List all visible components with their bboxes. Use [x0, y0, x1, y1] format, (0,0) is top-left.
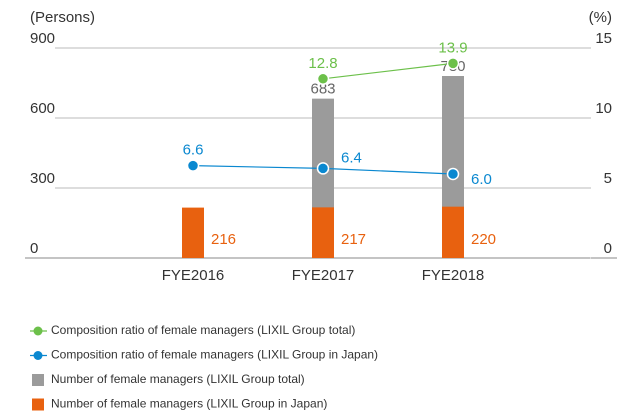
- point-label: 6.6: [183, 142, 204, 159]
- legend-marker: [33, 326, 43, 336]
- y-tick-label: 900: [30, 30, 55, 47]
- y2-tick-label: 15: [595, 30, 612, 47]
- point: [446, 57, 460, 70]
- legend-marker: [32, 398, 44, 411]
- x-tick-label: FYE2018: [422, 267, 485, 284]
- point-label: 6.4: [341, 149, 362, 166]
- legend-label: Number of female managers (LIXIL Group i…: [51, 397, 327, 411]
- point-label: 13.9: [438, 39, 467, 56]
- legend-label: Number of female managers (LIXIL Group t…: [51, 372, 305, 386]
- y2-tick-label: 10: [595, 100, 612, 117]
- line: [322, 62, 454, 80]
- legend-marker: [33, 351, 43, 360]
- y-tick-label: 600: [30, 100, 55, 117]
- legend-marker: [32, 374, 44, 386]
- y-axis-label: (Persons): [30, 9, 95, 26]
- bar: [182, 207, 204, 258]
- point-label: 6.0: [471, 171, 492, 188]
- legend-label: Composition ratio of female managers (LI…: [51, 348, 378, 362]
- point: [186, 159, 200, 172]
- y2-tick-label: 5: [604, 170, 612, 187]
- y2-tick-label: 0: [604, 240, 612, 257]
- bar-label: 216: [211, 231, 236, 248]
- y-tick-label: 300: [30, 170, 55, 187]
- point: [446, 167, 460, 181]
- legend-label: Composition ratio of female managers (LI…: [51, 323, 355, 337]
- y2-axis-label: (%): [589, 9, 612, 26]
- point-label: 12.8: [308, 55, 337, 72]
- point: [316, 72, 330, 86]
- x-tick-label: FYE2017: [292, 267, 355, 284]
- bar-label: 217: [341, 231, 366, 248]
- bar-label: 683: [310, 81, 335, 98]
- bar: [312, 207, 334, 258]
- bar: [442, 206, 464, 258]
- x-tick-label: FYE2016: [162, 267, 225, 284]
- bar-label: 220: [471, 231, 496, 248]
- y-tick-label: 0: [30, 240, 38, 257]
- point: [316, 162, 330, 175]
